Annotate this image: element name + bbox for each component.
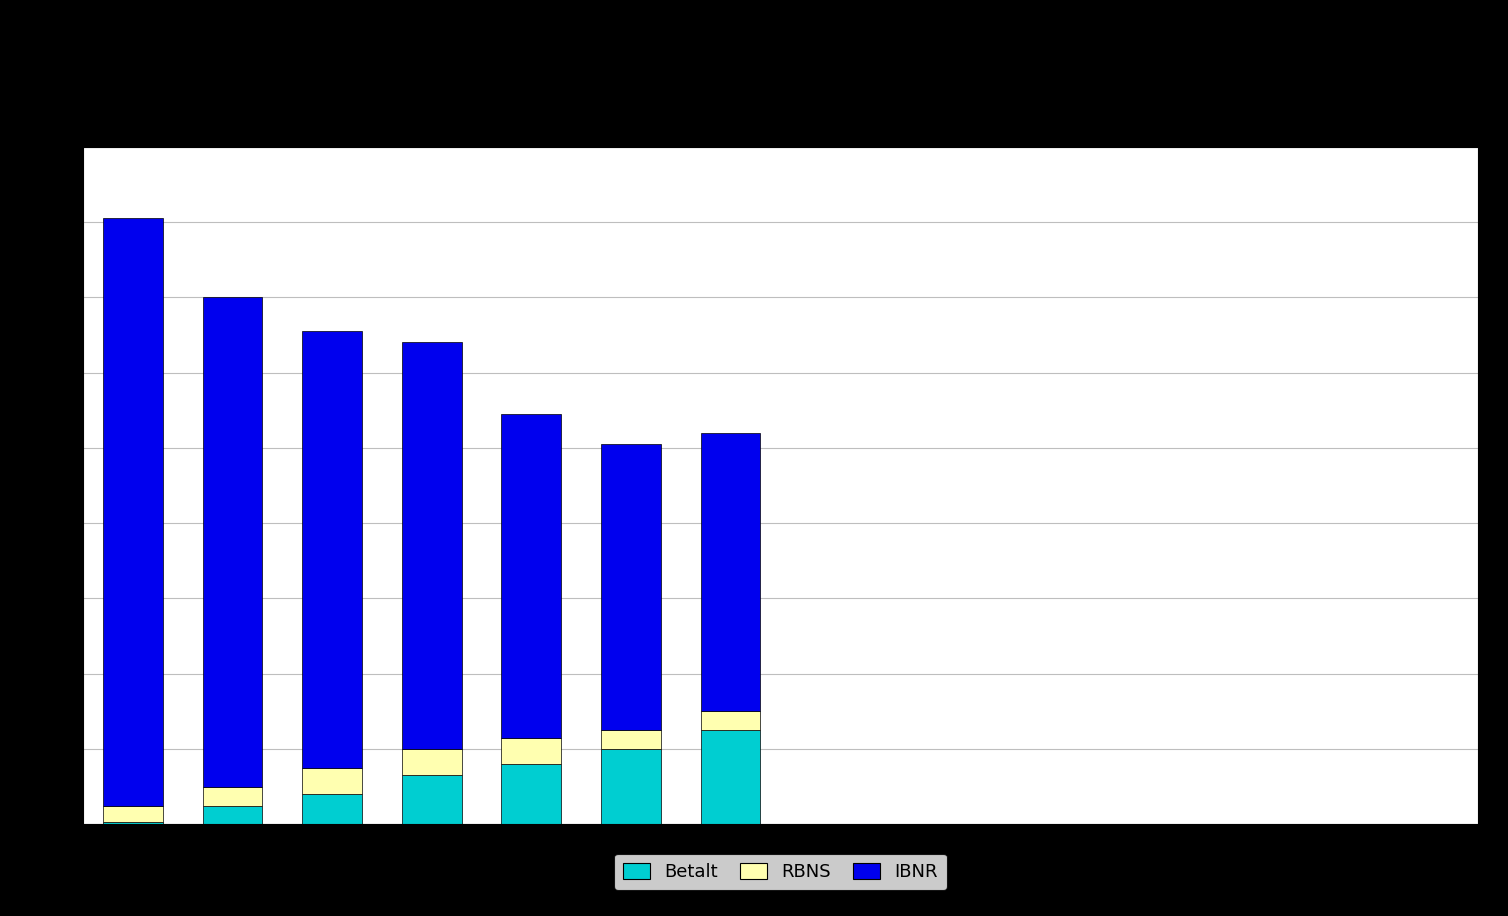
Bar xyxy=(602,730,661,749)
Bar xyxy=(103,218,163,805)
Bar xyxy=(701,730,760,824)
Bar xyxy=(202,805,262,824)
Bar xyxy=(302,794,362,824)
Bar xyxy=(701,432,760,712)
Bar xyxy=(602,444,661,730)
Bar xyxy=(401,343,461,749)
Bar xyxy=(103,823,163,824)
Bar xyxy=(401,776,461,824)
Bar xyxy=(501,764,561,824)
Bar xyxy=(302,331,362,768)
Legend: Betalt, RBNS, IBNR: Betalt, RBNS, IBNR xyxy=(614,854,947,890)
Bar xyxy=(501,737,561,764)
Bar xyxy=(302,768,362,794)
Bar xyxy=(401,749,461,776)
Bar xyxy=(701,712,760,730)
Bar xyxy=(501,414,561,737)
Bar xyxy=(103,805,163,823)
Bar xyxy=(202,787,262,805)
Bar xyxy=(202,297,262,787)
Bar xyxy=(602,749,661,824)
